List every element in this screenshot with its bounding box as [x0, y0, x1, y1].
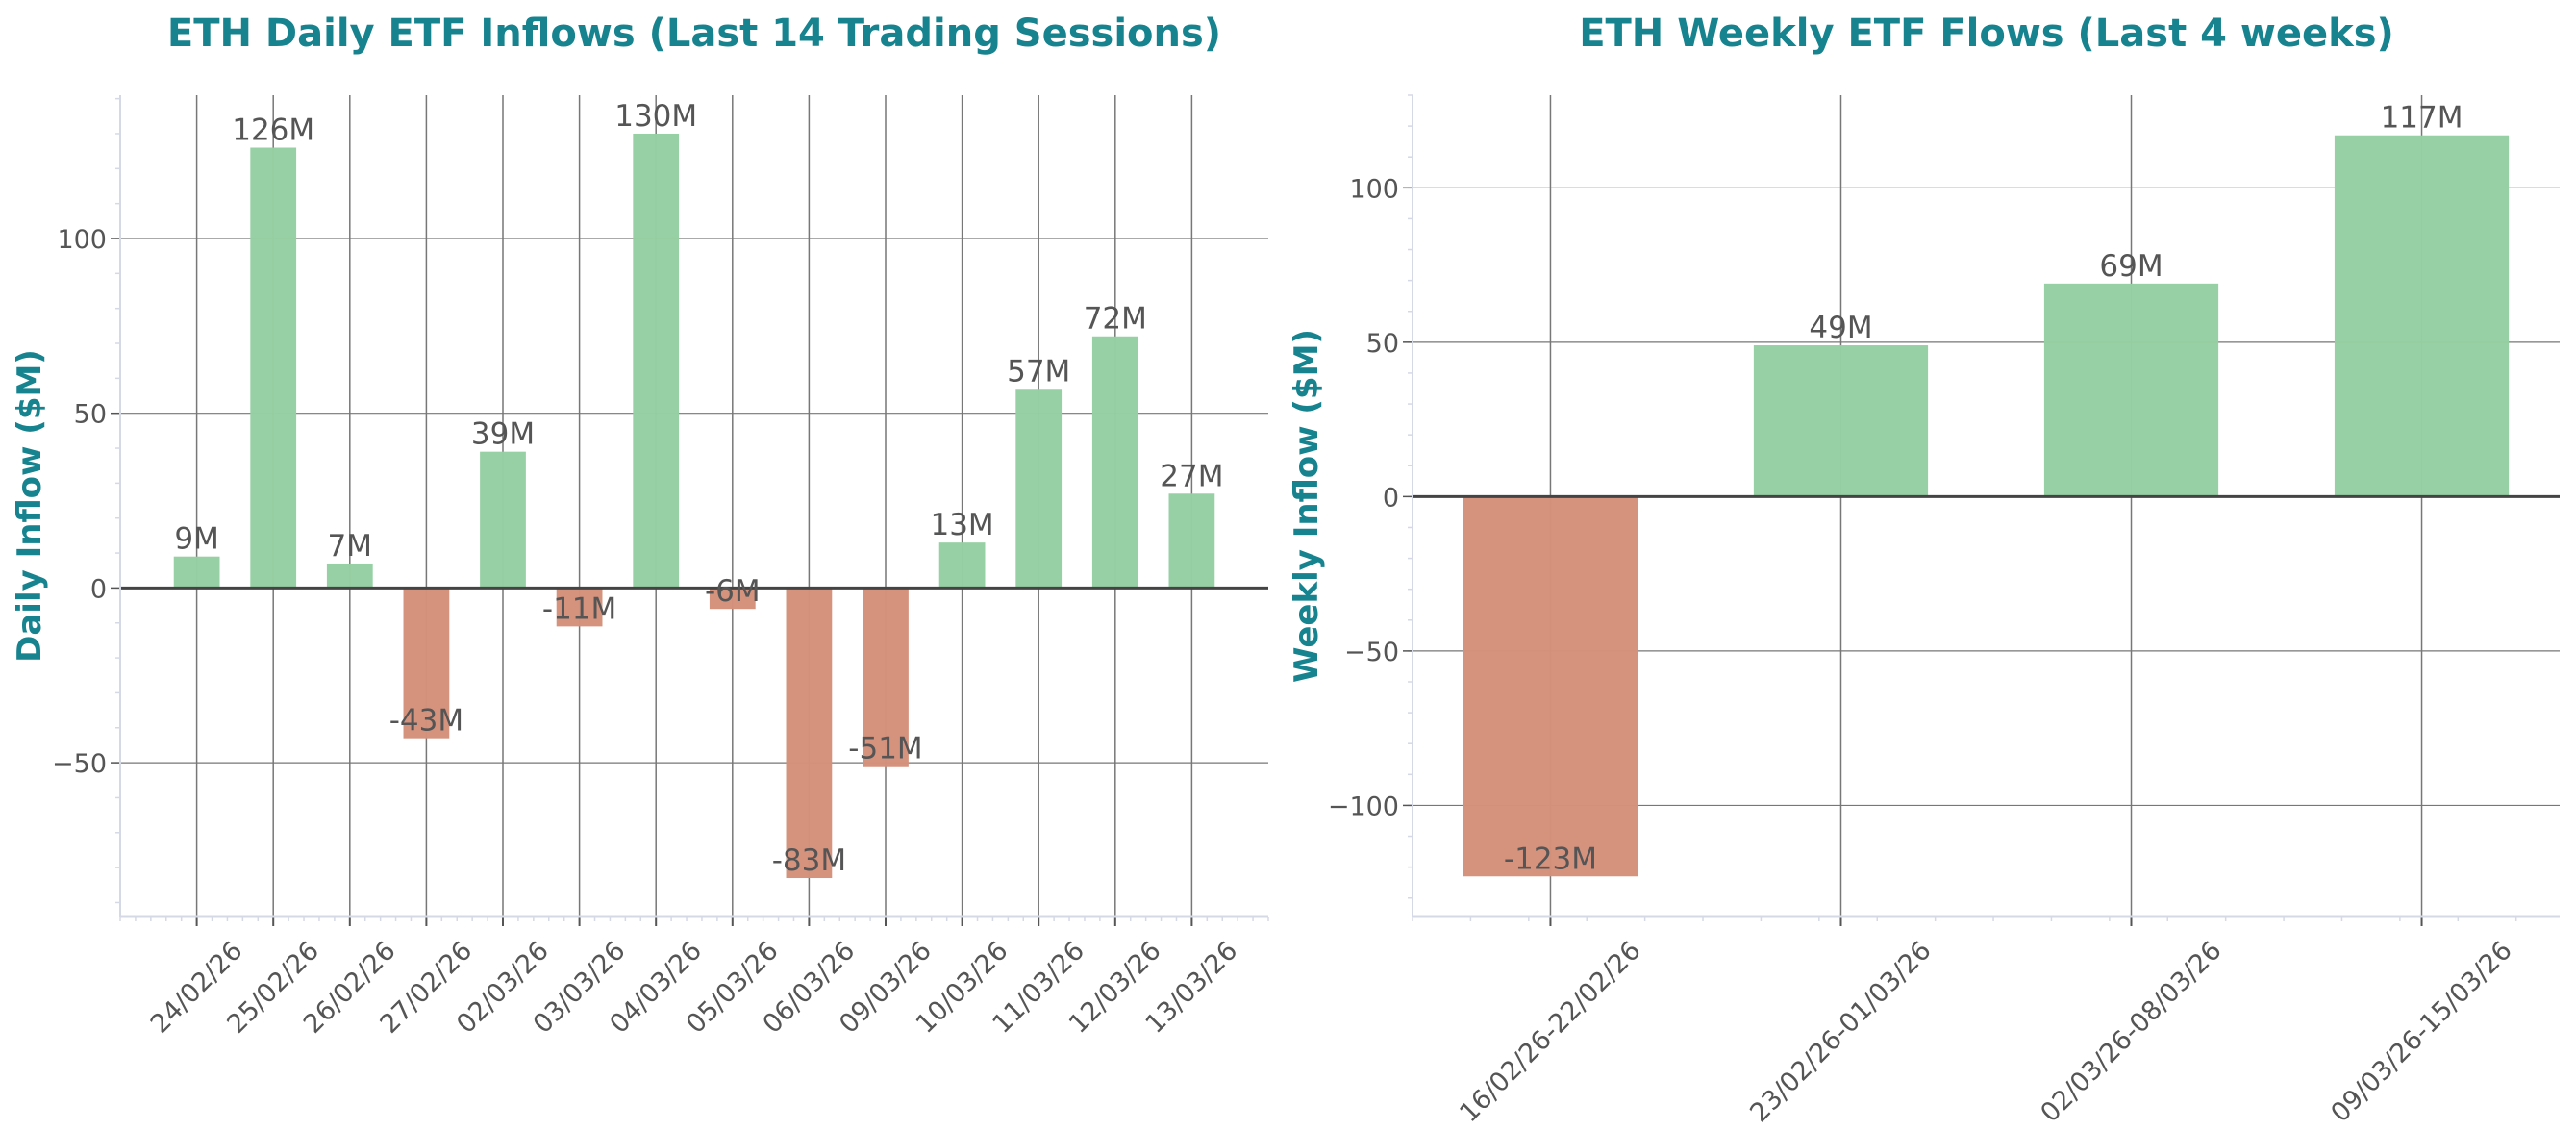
y-tick-label: 50 [74, 400, 107, 430]
chart-title: ETH Weekly ETF Flows (Last 4 weeks) [1579, 12, 2394, 56]
data-label: 72M [1084, 302, 1147, 337]
y-tick-label: 0 [90, 574, 107, 604]
bar [326, 563, 373, 589]
bar [1015, 389, 1063, 589]
daily-inflows-chart: ETH Daily ETF Inflows (Last 14 Trading S… [11, 12, 1269, 1040]
data-label: 130M [614, 99, 697, 134]
data-label: 117M [2381, 101, 2463, 136]
y-axis-label: Weekly Inflow ($M) [1288, 329, 1326, 683]
data-label: 27M [1160, 459, 1223, 493]
data-label: 126M [232, 113, 314, 148]
y-axis-label: Daily Inflow ($M) [11, 349, 49, 663]
data-label: -51M [848, 732, 922, 767]
y-tick-label: −100 [1328, 792, 1399, 821]
bar [403, 588, 450, 739]
bar [633, 133, 680, 589]
y-tick-label: 100 [57, 225, 107, 255]
bar [173, 556, 220, 589]
y-tick-label: 100 [1349, 174, 1399, 204]
bar [709, 588, 756, 610]
bar [1753, 345, 1929, 497]
bar [250, 147, 297, 589]
bar [2043, 283, 2219, 497]
bar [1463, 496, 1638, 877]
data-label: 69M [2099, 249, 2163, 284]
data-label: 7M [328, 529, 372, 564]
bar [480, 451, 526, 589]
data-label: -11M [542, 591, 616, 626]
bar [786, 588, 833, 879]
chart-title: ETH Daily ETF Inflows (Last 14 Trading S… [167, 12, 1221, 56]
data-label: 13M [930, 508, 993, 542]
data-label: 49M [1809, 311, 1872, 345]
y-tick-label: 50 [1366, 329, 1399, 359]
x-tick-label: 23/02/26-01/03/26 [1744, 936, 1937, 1128]
data-label: -6M [705, 574, 761, 609]
data-label: -43M [389, 704, 463, 739]
data-label: -83M [772, 843, 846, 878]
data-label: 39M [471, 417, 535, 452]
x-tick-label: 16/02/26-22/02/26 [1454, 936, 1646, 1128]
data-label: 57M [1007, 354, 1070, 389]
y-tick-label: −50 [1344, 638, 1399, 667]
y-tick-label: −50 [52, 749, 107, 779]
weekly-flows-chart: ETH Weekly ETF Flows (Last 4 weeks) Week… [1288, 12, 2560, 1128]
bar [1091, 336, 1138, 589]
data-label: 9M [174, 522, 218, 557]
bar [863, 588, 909, 767]
data-label: -123M [1504, 842, 1597, 876]
x-tick-label: 02/03/26-08/03/26 [2035, 936, 2227, 1128]
y-tick-label: 0 [1383, 483, 1399, 513]
bar [2334, 135, 2510, 497]
bar [1168, 493, 1215, 589]
x-tick-label: 09/03/26-15/03/26 [2325, 936, 2517, 1128]
bar [938, 542, 986, 589]
bar [556, 588, 603, 627]
